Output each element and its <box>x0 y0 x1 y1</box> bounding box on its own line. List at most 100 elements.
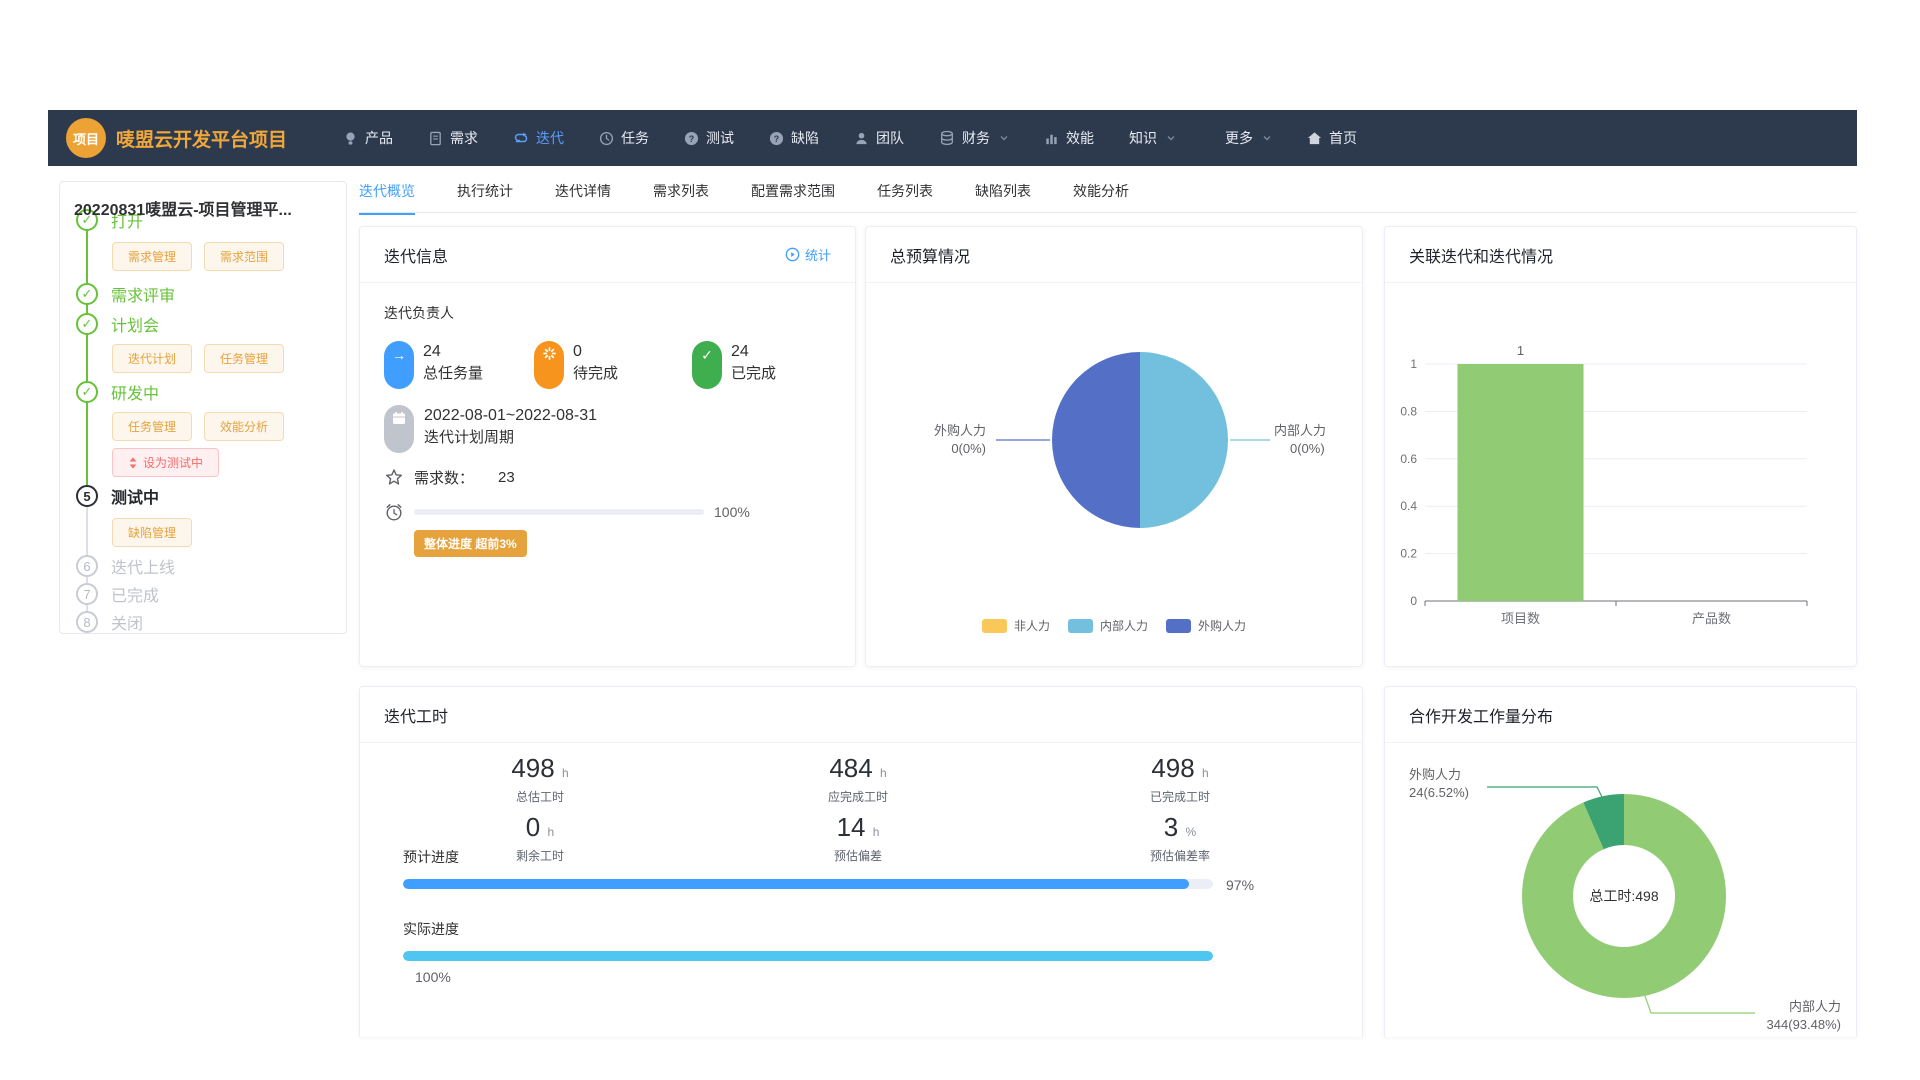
step-check-icon: ✓ <box>76 283 98 305</box>
legend-label: 内部人力 <box>1099 619 1148 633</box>
step-label: 测试中 <box>111 490 160 507</box>
actual-progress-label: 实际进度 <box>403 921 459 937</box>
nav-menu: 产品 需求 迭代 任务 ? 测试 ? 缺陷 <box>343 128 1357 148</box>
svg-text:344(93.48%): 344(93.48%) <box>1767 1017 1841 1032</box>
budget-pie-chart: 外购人力 0(0%) 内部人力 0(0%) 非人力 内部人力 外购人力 <box>866 283 1362 666</box>
step-check-icon: ✓ <box>76 209 98 231</box>
play-circle-icon <box>785 247 800 262</box>
svg-text:项目数: 项目数 <box>1501 611 1540 626</box>
total-tasks-stat: → 24 总任务量 <box>384 341 534 389</box>
team-icon <box>854 131 869 146</box>
nav-item-label: 团队 <box>876 130 905 146</box>
button-label: 设为测试中 <box>143 456 204 470</box>
planned-progress-label: 预计进度 <box>403 849 459 865</box>
hours-col-estimated: 498 h 总估工时 0 h 剩余工时 <box>511 753 568 871</box>
task-manage-button[interactable]: 任务管理 <box>204 344 285 373</box>
svg-text:0(0%): 0(0%) <box>1290 441 1325 456</box>
nav-item-label: 产品 <box>365 130 394 146</box>
nav-item-home[interactable]: 首页 <box>1307 128 1357 148</box>
legend-item-nonhuman[interactable]: 非人力 <box>981 617 1050 634</box>
nav-item-test[interactable]: ? 测试 <box>684 128 734 148</box>
nav-item-defects[interactable]: ? 缺陷 <box>769 128 819 148</box>
step-developing: ✓ 研发中 <box>76 380 159 404</box>
step-closed: 8 关闭 <box>76 610 143 634</box>
requirement-scope-button[interactable]: 需求范围 <box>204 242 285 271</box>
svg-text:0(0%): 0(0%) <box>951 441 986 456</box>
progress-fill <box>403 879 1189 889</box>
svg-text:内部人力: 内部人力 <box>1274 423 1326 438</box>
nav-item-efficiency[interactable]: 效能 <box>1044 128 1094 148</box>
tab-requirement-list[interactable]: 需求列表 <box>653 183 709 199</box>
workload-donut-chart: 外购人力 24(6.52%) 内部人力 344(93.48%) 总工时:498 <box>1385 743 1856 1037</box>
stat-value: 14 <box>836 812 866 842</box>
stat-value: 498 <box>1151 753 1195 783</box>
overall-progress-bar <box>414 509 704 515</box>
task-manage-button[interactable]: 任务管理 <box>112 412 193 441</box>
stats-link[interactable]: 统计 <box>785 245 831 264</box>
nav-item-label: 知识 <box>1129 130 1158 146</box>
stat-value: 498 <box>511 753 555 783</box>
svg-text:0: 0 <box>1410 594 1417 608</box>
stat-unit: h <box>1201 766 1209 780</box>
tab-execution-stats[interactable]: 执行统计 <box>457 183 513 199</box>
stat-unit: h <box>547 825 555 839</box>
stat-label: 已完成工时 <box>1149 790 1211 804</box>
efficiency-analysis-button[interactable]: 效能分析 <box>204 412 285 441</box>
check-icon: ✓ <box>692 341 722 389</box>
set-as-testing-button[interactable]: 设为测试中 <box>112 448 220 477</box>
nav-item-finance[interactable]: 财务 <box>939 128 1009 148</box>
svg-text:0.4: 0.4 <box>1400 499 1417 513</box>
step-label: 研发中 <box>111 386 160 403</box>
hours-col-due: 484 h 应完成工时 14 h 预估偏差 <box>828 753 888 871</box>
tab-defect-list[interactable]: 缺陷列表 <box>975 183 1031 199</box>
stat-unit: h <box>561 766 569 780</box>
step-check-icon: ✓ <box>76 381 98 403</box>
stepper-line-done <box>86 219 88 495</box>
nav-item-team[interactable]: 团队 <box>854 128 904 148</box>
task-stats-row: → 24 总任务量 0 待完成 ✓ 24 <box>384 341 831 389</box>
nav-item-more[interactable]: 更多 <box>1225 128 1272 148</box>
nav-item-label: 任务 <box>621 130 650 146</box>
arrow-icon: → <box>384 341 414 389</box>
svg-text:24(6.52%): 24(6.52%) <box>1409 785 1469 800</box>
calendar-icon <box>384 405 414 453</box>
defect-manage-button[interactable]: 缺陷管理 <box>112 518 193 547</box>
step-number: 7 <box>76 583 98 605</box>
stat-label: 待完成 <box>573 365 619 382</box>
planned-progress-text: 97% <box>1226 877 1255 893</box>
step-testing-actions: 缺陷管理 <box>112 518 193 547</box>
nav-item-product[interactable]: 产品 <box>343 128 393 148</box>
workflow-stepper: ✓ 打开 需求管理 需求范围 ✓ 需求评审 ✓ 计划会 迭代计划 任务管理 ✓ <box>76 182 336 633</box>
stat-value: 0 <box>573 343 582 360</box>
legend-item-outsourced[interactable]: 外购人力 <box>1166 617 1246 634</box>
tab-iteration-detail[interactable]: 迭代详情 <box>555 183 611 199</box>
svg-text:产品数: 产品数 <box>1692 611 1731 626</box>
stat-label: 已完成 <box>731 365 777 382</box>
tab-efficiency-analysis[interactable]: 效能分析 <box>1073 183 1129 199</box>
nav-item-requirements[interactable]: 需求 <box>428 128 478 148</box>
requirement-manage-button[interactable]: 需求管理 <box>112 242 193 271</box>
step-number: 5 <box>76 485 98 507</box>
stat-value: 0 <box>525 812 541 842</box>
tab-iteration-overview[interactable]: 迭代概览 <box>359 181 415 215</box>
stat-label: 剩余工时 <box>515 849 564 863</box>
iteration-info-card: 迭代信息 统计 迭代负责人 → 24 总任务量 0 <box>359 226 856 667</box>
set-testing-action: 设为测试中 <box>112 448 220 477</box>
tab-configure-scope[interactable]: 配置需求范围 <box>751 183 835 199</box>
legend-item-internal[interactable]: 内部人力 <box>1067 617 1148 634</box>
tab-divider <box>359 212 1857 213</box>
nav-item-label: 财务 <box>962 130 991 146</box>
nav-item-knowledge[interactable]: 知识 <box>1129 128 1176 148</box>
relation-bar-chart: 0 0.2 0.4 0.6 0.8 1 项目数 1 产品数 <box>1385 283 1856 666</box>
tab-bar: 迭代概览 执行统计 迭代详情 需求列表 配置需求范围 任务列表 缺陷列表 效能分… <box>359 181 1129 215</box>
nav-item-tasks[interactable]: 任务 <box>599 128 649 148</box>
iteration-plan-button[interactable]: 迭代计划 <box>112 344 193 373</box>
step-label: 已完成 <box>111 588 160 605</box>
nav-item-iteration[interactable]: 迭代 <box>513 128 564 148</box>
tab-task-list[interactable]: 任务列表 <box>877 183 933 199</box>
overall-progress-text: 100% <box>714 504 750 520</box>
bulb-icon <box>343 131 358 146</box>
svg-text:外购人力: 外购人力 <box>1409 767 1461 782</box>
nav-item-label: 首页 <box>1329 130 1358 146</box>
workflow-sidebar: 20220831唛盟云-项目管理平... ✓ 打开 需求管理 需求范围 ✓ 需求… <box>59 181 347 634</box>
